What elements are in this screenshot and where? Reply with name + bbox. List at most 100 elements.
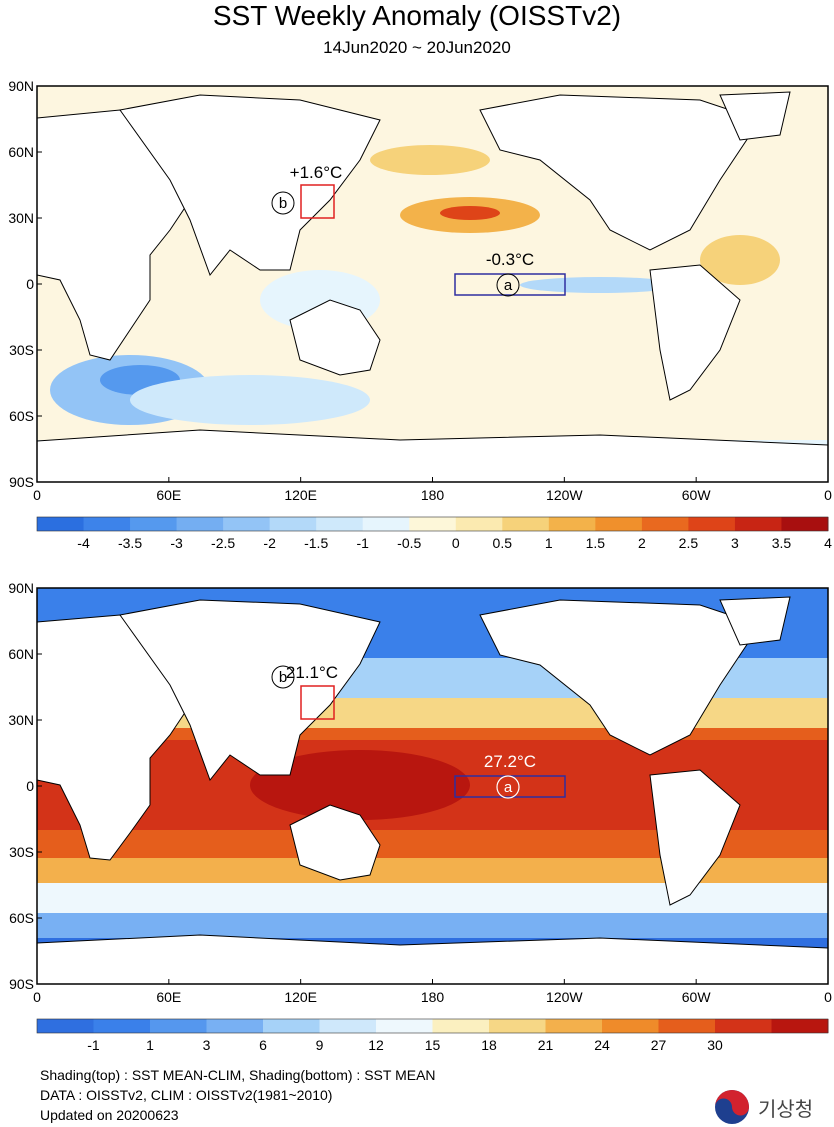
anomaly-patch xyxy=(440,206,500,220)
colorbar-tick-label: 12 xyxy=(368,1037,384,1053)
australia-land xyxy=(289,804,381,881)
lat-tick-label: 60N xyxy=(8,646,34,662)
colorbar-cell xyxy=(489,1019,546,1033)
lon-tick-label: 120E xyxy=(284,487,317,503)
colorbar-cell xyxy=(455,517,503,531)
region-b-box xyxy=(300,685,335,720)
colorbar-tick-label: 27 xyxy=(651,1037,667,1053)
colorbar-tick-label: 6 xyxy=(259,1037,267,1053)
colorbar-tick-label: 2 xyxy=(638,535,646,551)
colorbar-cell xyxy=(545,1019,603,1033)
asia-land xyxy=(119,599,381,782)
anomaly-patch xyxy=(520,277,680,293)
lat-tick-label: 90S xyxy=(9,976,34,992)
lat-tick-label: 90N xyxy=(8,78,34,94)
region-a-label: a xyxy=(504,277,513,294)
region-a-value: -0.3°C xyxy=(486,250,534,269)
region-b-value: +1.6°C xyxy=(290,163,343,182)
anomaly-patch xyxy=(700,235,780,285)
colorbar-cell xyxy=(83,517,131,531)
colorbar-cell xyxy=(269,517,317,531)
colorbar-tick-label: 2.5 xyxy=(679,535,699,551)
lon-tick-label: 180 xyxy=(421,487,445,503)
north-america-land xyxy=(479,599,761,756)
colorbar-tick-label: 4 xyxy=(824,535,832,551)
colorbar-tick-label: -0.5 xyxy=(397,535,421,551)
colorbar-cell xyxy=(376,1019,433,1033)
lon-tick-label: 0 xyxy=(33,989,41,1005)
lat-tick-label: 30N xyxy=(8,712,34,728)
lat-tick-label: 0 xyxy=(26,276,34,292)
lat-tick-label: 90N xyxy=(8,580,34,596)
colorbar-tick-label: 3 xyxy=(203,1037,211,1053)
colorbar-cell xyxy=(548,517,596,531)
lon-tick-label: 60W xyxy=(682,487,712,503)
colorbar-cell xyxy=(602,1019,659,1033)
region-b-value: 21.1°C xyxy=(286,663,338,682)
colorbar-tick-label: 24 xyxy=(594,1037,610,1053)
region-a-marker xyxy=(496,273,520,297)
colorbar-tick-label: 3 xyxy=(731,535,739,551)
warm-pool xyxy=(250,750,470,820)
colorbar-cell xyxy=(319,1019,377,1033)
mean-map-panel: a 27.2°C b 21.1°C 90N 60N 30N 0 30S 60S 90S 0 6… xyxy=(8,580,832,1053)
taegeuk-icon xyxy=(715,1090,749,1124)
colorbar-cell xyxy=(502,517,550,531)
colorbar-cell xyxy=(641,517,689,531)
colorbar-tick-label: -1.5 xyxy=(304,535,328,551)
colorbar-cell xyxy=(316,517,364,531)
lat-tick-label: 60S xyxy=(9,408,34,424)
antarctica-land xyxy=(37,934,828,984)
colorbar-tick-label: 21 xyxy=(538,1037,554,1053)
lon-tick-label: 120W xyxy=(546,487,583,503)
lon-tick-label: 60W xyxy=(682,989,712,1005)
lat-tick-label: 90S xyxy=(9,474,34,490)
colorbar-cell xyxy=(781,517,829,531)
asia-land xyxy=(119,94,381,277)
colorbar-cell xyxy=(176,517,224,531)
lon-tick-label: 0 xyxy=(33,487,41,503)
colorbar-tick-label: 1 xyxy=(545,535,553,551)
lat-tick-label: 0 xyxy=(26,778,34,794)
colorbar-cell xyxy=(432,1019,490,1033)
lon-tick-label: 60E xyxy=(156,487,181,503)
colorbar-tick-label: -4 xyxy=(77,535,90,551)
anomaly-map-panel: a -0.3°C b +1.6°C 90N 60N 30N 0 30S 60S 90S 0 6… xyxy=(8,78,832,551)
colorbar-tick-label: 0 xyxy=(452,535,460,551)
colorbar-tick-label: -2 xyxy=(263,535,276,551)
anomaly-patch xyxy=(130,375,370,425)
colorbar-cell xyxy=(93,1019,151,1033)
colorbar-tick-label: -1 xyxy=(356,535,369,551)
colorbar-cell xyxy=(263,1019,320,1033)
australia-land xyxy=(289,299,381,376)
footer-line-1: Shading(top) : SST MEAN-CLIM, Shading(bo… xyxy=(40,1067,436,1083)
colorbar-cell xyxy=(150,1019,207,1033)
lat-tick-label: 30S xyxy=(9,844,34,860)
lon-tick-label: 60E xyxy=(156,989,181,1005)
date-range: 14Jun2020 ~ 20Jun2020 xyxy=(323,38,511,57)
colorbar-cell xyxy=(37,517,85,531)
footer-line-2: DATA : OISSTv2, CLIM : OISSTv2(1981~2010… xyxy=(40,1087,333,1103)
south-america-land xyxy=(649,264,741,401)
south-america-land xyxy=(649,769,741,906)
greenland-land xyxy=(719,596,791,646)
mean-band xyxy=(37,913,828,938)
colorbar-cell xyxy=(409,517,457,531)
region-a-label: a xyxy=(504,779,513,796)
kma-logo: 기상청 xyxy=(712,1087,822,1124)
colorbar-tick-label: 1.5 xyxy=(586,535,606,551)
region-b-label: b xyxy=(279,195,287,212)
colorbar-tick-label: -1 xyxy=(87,1037,100,1053)
colorbar-cell xyxy=(223,517,271,531)
colorbar-cell xyxy=(595,517,643,531)
region-a-value: 27.2°C xyxy=(484,752,536,771)
lat-tick-label: 60S xyxy=(9,910,34,926)
region-b-marker xyxy=(271,665,295,689)
lon-tick-label: 180 xyxy=(421,989,445,1005)
colorbar-tick-label: -2.5 xyxy=(211,535,235,551)
antarctica-land xyxy=(37,429,828,482)
colorbar-tick-label: 3.5 xyxy=(772,535,792,551)
mean-band xyxy=(37,883,828,913)
colorbar-tick-label: -3 xyxy=(170,535,183,551)
colorbar-cell xyxy=(362,517,410,531)
